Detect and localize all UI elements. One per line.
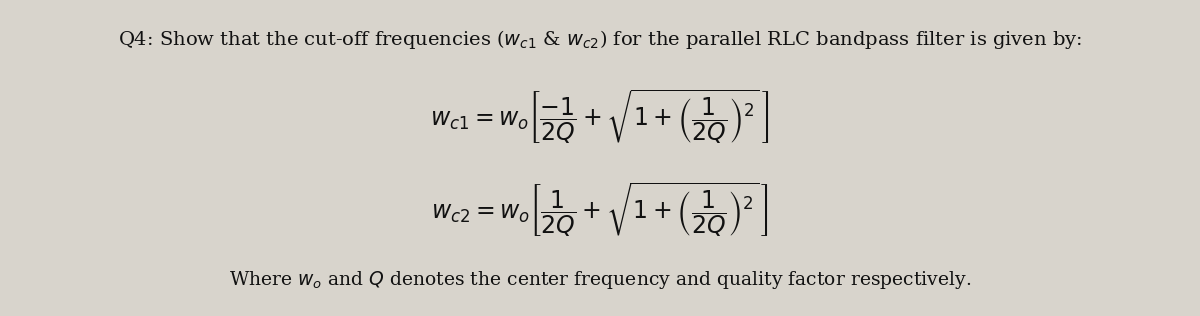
Text: Where $w_o$ and $Q$ denotes the center frequency and quality factor respectively: Where $w_o$ and $Q$ denotes the center f… (229, 270, 971, 291)
Text: $w_{c1} = w_o \left[\dfrac{-1}{2Q} + \sqrt{1 + \left(\dfrac{1}{2Q}\right)^2}\,\r: $w_{c1} = w_o \left[\dfrac{-1}{2Q} + \sq… (431, 88, 769, 147)
Text: Q4: Show that the cut-off frequencies ($w_{c1}$ & $w_{c2}$) for the parallel RLC: Q4: Show that the cut-off frequencies ($… (118, 27, 1082, 51)
Text: $w_{c2} = w_o \left[\dfrac{1}{2Q} + \sqrt{1 + \left(\dfrac{1}{2Q}\right)^2}\,\ri: $w_{c2} = w_o \left[\dfrac{1}{2Q} + \sqr… (431, 181, 769, 240)
